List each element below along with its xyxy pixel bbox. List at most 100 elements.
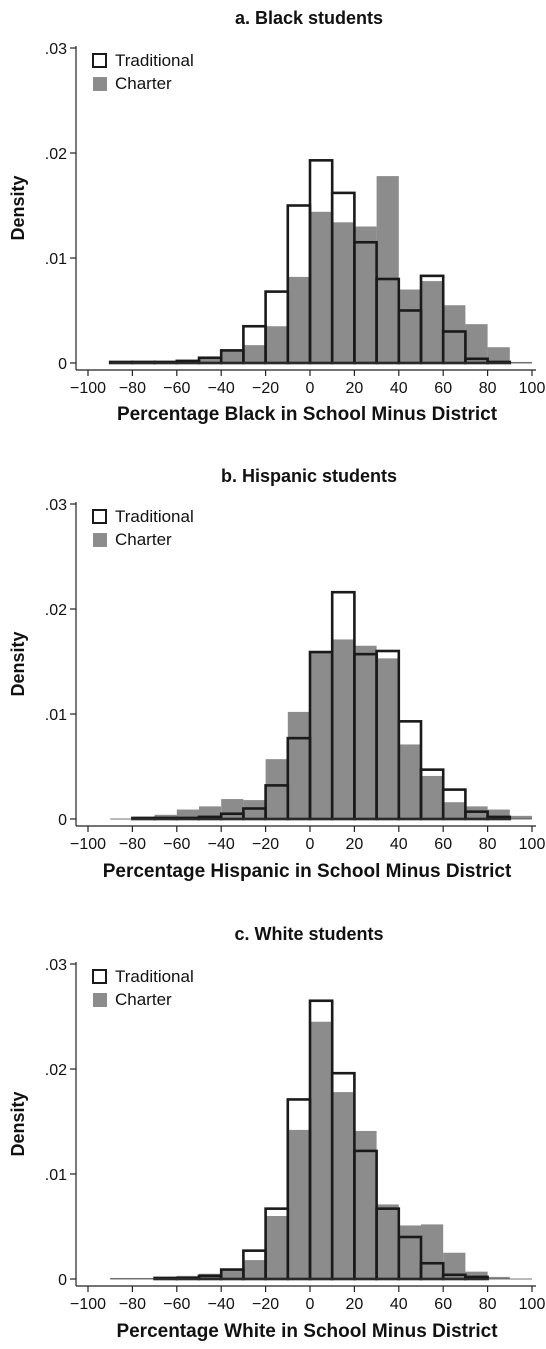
x-axis-label: Percentage Hispanic in School Minus Dist… bbox=[103, 861, 512, 882]
x-axis-label: Percentage Black in School Minus Distric… bbox=[117, 404, 498, 425]
legend: Traditional Charter bbox=[92, 507, 194, 549]
legend-label-charter: Charter bbox=[115, 530, 172, 549]
chart-title: c. White students bbox=[234, 924, 383, 944]
x-tick-label: −60 bbox=[163, 380, 190, 397]
y-tick-label: .02 bbox=[45, 1062, 67, 1079]
bar-charter bbox=[265, 1216, 288, 1279]
x-tick-label: −40 bbox=[208, 1296, 235, 1313]
bar-charter bbox=[332, 1092, 355, 1279]
legend-label-traditional: Traditional bbox=[115, 967, 194, 986]
bar-charter bbox=[487, 1276, 510, 1279]
bar-charter bbox=[221, 1269, 244, 1279]
legend-swatch-charter bbox=[93, 533, 107, 547]
x-tick-label: 0 bbox=[306, 380, 315, 397]
bar-charter bbox=[354, 1130, 377, 1279]
legend-swatch-traditional bbox=[92, 53, 107, 68]
x-tick-label: −80 bbox=[119, 1296, 146, 1313]
bar-charter bbox=[421, 1224, 444, 1279]
bar-charter bbox=[465, 1271, 488, 1279]
bar-charter bbox=[265, 326, 288, 363]
bar-charter bbox=[376, 658, 399, 819]
y-axis-label: Density bbox=[8, 175, 28, 240]
series-charter bbox=[110, 176, 532, 363]
y-tick-label: 0 bbox=[58, 356, 67, 373]
bar-charter bbox=[398, 744, 421, 819]
x-tick-label: 80 bbox=[479, 1296, 497, 1313]
y-tick-label: .01 bbox=[45, 1167, 67, 1184]
bar-charter bbox=[132, 1277, 155, 1279]
y-tick-label: .02 bbox=[45, 602, 67, 619]
bar-charter bbox=[443, 802, 466, 819]
series-traditional bbox=[108, 159, 512, 365]
bar-charter bbox=[398, 289, 421, 363]
bar-charter bbox=[376, 176, 399, 363]
x-tick-label: 20 bbox=[346, 1296, 364, 1313]
x-tick-label: 80 bbox=[479, 836, 497, 853]
x-tick-label: 0 bbox=[306, 1296, 315, 1313]
y-axis-label: Density bbox=[8, 1091, 28, 1156]
legend-label-traditional: Traditional bbox=[115, 51, 194, 70]
bar-charter bbox=[110, 1277, 133, 1279]
bar-charter bbox=[465, 324, 488, 363]
chart-panel-3: c. White students 0 .01 .02 .03 −100 −80 −60 −40… bbox=[8, 924, 545, 1342]
bar-charter bbox=[487, 809, 510, 819]
bar-charter bbox=[221, 350, 244, 363]
bar-charter bbox=[443, 1252, 466, 1279]
legend-swatch-traditional bbox=[92, 969, 107, 984]
x-tick-label: 60 bbox=[434, 380, 452, 397]
chart-panel-2: b. Hispanic students 0 .01 .02 .03 −100 −80 −60… bbox=[8, 466, 545, 882]
x-tick-label: 60 bbox=[434, 836, 452, 853]
bar-charter bbox=[398, 1225, 421, 1279]
x-tick-label: 80 bbox=[479, 380, 497, 397]
bar-charter bbox=[509, 361, 532, 363]
y-tick-label: .03 bbox=[45, 497, 67, 514]
x-tick-label: −80 bbox=[119, 836, 146, 853]
bar-charter bbox=[354, 645, 377, 819]
bar-charter bbox=[287, 1129, 310, 1279]
x-tick-label: 20 bbox=[346, 836, 364, 853]
x-tick-label: −100 bbox=[70, 1296, 106, 1313]
x-tick-label: 0 bbox=[306, 836, 315, 853]
bar-charter bbox=[332, 639, 355, 819]
series-charter bbox=[132, 639, 532, 819]
x-tick-label: 60 bbox=[434, 1296, 452, 1313]
x-tick-label: 100 bbox=[519, 1296, 546, 1313]
bar-charter bbox=[221, 799, 244, 819]
x-tick-label: 20 bbox=[346, 380, 364, 397]
bar-charter bbox=[265, 759, 288, 819]
legend-label-charter: Charter bbox=[115, 74, 172, 93]
legend-swatch-charter bbox=[93, 993, 107, 1007]
x-tick-label: 100 bbox=[519, 836, 546, 853]
x-tick-label: −100 bbox=[70, 836, 106, 853]
bar-charter bbox=[287, 276, 310, 363]
y-tick-label: .03 bbox=[45, 41, 67, 58]
chart-panel-1: a. Black students 0 .01 .02 .03 −100 −80 −60 −40… bbox=[8, 8, 545, 425]
bar-charter bbox=[243, 1260, 266, 1279]
x-tick-label: −20 bbox=[252, 836, 279, 853]
bar-charter bbox=[310, 211, 333, 363]
x-tick-label: −60 bbox=[163, 836, 190, 853]
bar-charter bbox=[287, 711, 310, 819]
x-axis-label: Percentage White in School Minus Distric… bbox=[116, 1321, 498, 1342]
series-charter bbox=[110, 1021, 510, 1279]
y-tick-label: .01 bbox=[45, 251, 67, 268]
bar-charter bbox=[354, 226, 377, 363]
x-tick-label: −60 bbox=[163, 1296, 190, 1313]
legend: Traditional Charter bbox=[92, 51, 194, 93]
x-tick-label: 40 bbox=[390, 380, 408, 397]
bar-charter bbox=[310, 651, 333, 819]
bar-charter bbox=[376, 1204, 399, 1279]
chart-title: b. Hispanic students bbox=[221, 466, 397, 486]
bar-charter bbox=[443, 305, 466, 363]
bar-charter bbox=[243, 345, 266, 363]
bar-charter bbox=[176, 809, 199, 819]
bar-charter bbox=[332, 222, 355, 363]
y-tick-label: .03 bbox=[45, 957, 67, 974]
legend-swatch-charter bbox=[93, 77, 107, 91]
x-tick-label: −100 bbox=[70, 380, 106, 397]
legend-label-traditional: Traditional bbox=[115, 507, 194, 526]
x-tick-label: −80 bbox=[119, 380, 146, 397]
chart-title: a. Black students bbox=[235, 8, 383, 28]
x-tick-label: −20 bbox=[252, 1296, 279, 1313]
